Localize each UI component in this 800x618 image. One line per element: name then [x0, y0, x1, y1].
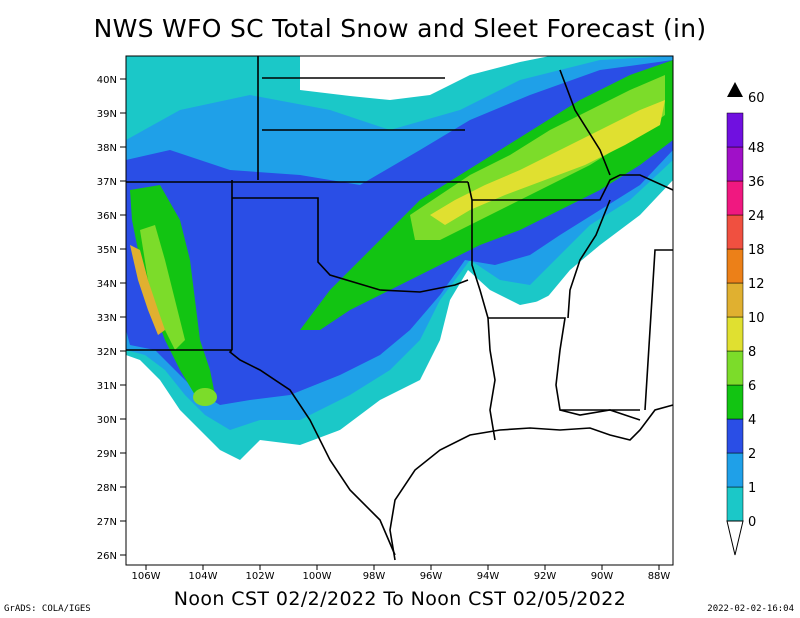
colorbar-label: 48 [748, 141, 765, 156]
lon-label: 94W [477, 571, 500, 582]
lat-label: 33N [97, 313, 117, 324]
colorbar-segment [726, 180, 744, 216]
lat-tick-38: 38N [97, 143, 126, 154]
snow-band-6-west [140, 225, 185, 350]
colorbar-label: 0 [748, 515, 756, 530]
colorbar-segment [726, 350, 744, 386]
software-credit: GrADS: COLA/IGES [4, 604, 91, 614]
lon-label: 90W [591, 571, 614, 582]
colorbar-label: 10 [748, 311, 765, 326]
map-frame [125, 55, 674, 566]
lat-tick-37: 37N [97, 177, 126, 188]
colorbar-top-arrow [727, 82, 743, 97]
lon-tick-102: 102W [246, 565, 275, 582]
colorbar-segment [726, 248, 744, 284]
lon-tick-90: 90W [591, 565, 614, 582]
lon-tick-92: 92W [534, 565, 557, 582]
lat-label: 32N [97, 347, 117, 358]
lat-tick-31: 31N [97, 381, 126, 392]
colorbar: 0 1 2 4 6 8 10 12 18 24 36 48 60 [726, 82, 765, 556]
colorbar-label: 24 [748, 209, 765, 224]
lon-tick-106: 106W [132, 565, 161, 582]
colorbar-label: 1 [748, 481, 756, 496]
lon-label: 104W [189, 571, 218, 582]
colorbar-labels: 0 1 2 4 6 8 10 12 18 24 36 48 60 [748, 91, 765, 530]
snowfall-field [126, 56, 673, 565]
snow-spot-southwest [193, 388, 217, 406]
lat-tick-35: 35N [97, 245, 126, 256]
snow-band-10 [130, 245, 165, 335]
colorbar-segment [726, 486, 744, 522]
colorbar-segment [726, 282, 744, 318]
lat-tick-34: 34N [97, 279, 126, 290]
lat-label: 26N [97, 551, 117, 562]
map-title: NWS WFO SC Total Snow and Sleet Forecast… [93, 14, 707, 43]
issue-timestamp: 2022-02-02-16:04 [707, 604, 794, 614]
no-snow-texas [240, 455, 395, 565]
lon-tick-104: 104W [189, 565, 218, 582]
colorbar-label: 60 [748, 91, 765, 106]
colorbar-segment [726, 112, 744, 148]
lat-label: 30N [97, 415, 117, 426]
colorbar-segments [726, 112, 744, 522]
lat-tick-36: 36N [97, 211, 126, 222]
colorbar-segment [726, 384, 744, 420]
colorbar-label: 4 [748, 413, 756, 428]
colorbar-segment [726, 418, 744, 454]
lon-tick-94: 94W [477, 565, 500, 582]
lat-label: 27N [97, 517, 117, 528]
lat-tick-30: 30N [97, 415, 126, 426]
lon-tick-96: 96W [420, 565, 443, 582]
state-boundaries [126, 56, 673, 556]
lon-label: 98W [363, 571, 386, 582]
colorbar-segment [726, 452, 744, 488]
colorbar-label: 36 [748, 175, 765, 190]
lat-label: 36N [97, 211, 117, 222]
lat-tick-32: 32N [97, 347, 126, 358]
longitude-axis: 106W 104W 102W 100W 98W 96W 94W 92W 90W … [132, 565, 671, 582]
lat-label: 40N [97, 75, 117, 86]
lon-tick-88: 88W [648, 565, 671, 582]
lat-tick-29: 29N [97, 449, 126, 460]
lat-label: 39N [97, 109, 117, 120]
colorbar-bottom-arrow [726, 520, 744, 556]
colorbar-segment [726, 214, 744, 250]
lon-label: 96W [420, 571, 443, 582]
colorbar-segment [726, 146, 744, 182]
lat-tick-28: 28N [97, 483, 126, 494]
colorbar-label: 6 [748, 379, 756, 394]
colorbar-segment [726, 316, 744, 352]
lat-label: 31N [97, 381, 117, 392]
lat-label: 35N [97, 245, 117, 256]
no-snow-region [300, 240, 673, 565]
lat-tick-39: 39N [97, 109, 126, 120]
lat-label: 28N [97, 483, 117, 494]
snow-band-8 [430, 100, 665, 225]
lat-label: 29N [97, 449, 117, 460]
lat-tick-40: 40N [97, 75, 126, 86]
lon-label: 92W [534, 571, 557, 582]
forecast-period: Noon CST 02/2/2022 To Noon CST 02/05/202… [173, 588, 627, 610]
gulf-coastline [389, 404, 674, 561]
colorbar-label: 18 [748, 243, 765, 258]
lon-label: 100W [303, 571, 332, 582]
lon-label: 88W [648, 571, 671, 582]
lon-label: 106W [132, 571, 161, 582]
lat-tick-26: 26N [97, 551, 126, 562]
latitude-axis: 40N 39N 38N 37N 36N 35N 34N 33N 32N 31N … [97, 75, 126, 562]
colorbar-label: 2 [748, 447, 756, 462]
lon-label: 102W [246, 571, 275, 582]
lat-tick-33: 33N [97, 313, 126, 324]
lat-label: 37N [97, 177, 117, 188]
lon-tick-98: 98W [363, 565, 386, 582]
colorbar-label: 12 [748, 277, 765, 292]
lat-tick-27: 27N [97, 517, 126, 528]
colorbar-label: 8 [748, 345, 756, 360]
lat-label: 38N [97, 143, 117, 154]
lon-tick-100: 100W [303, 565, 332, 582]
lat-label: 34N [97, 279, 117, 290]
